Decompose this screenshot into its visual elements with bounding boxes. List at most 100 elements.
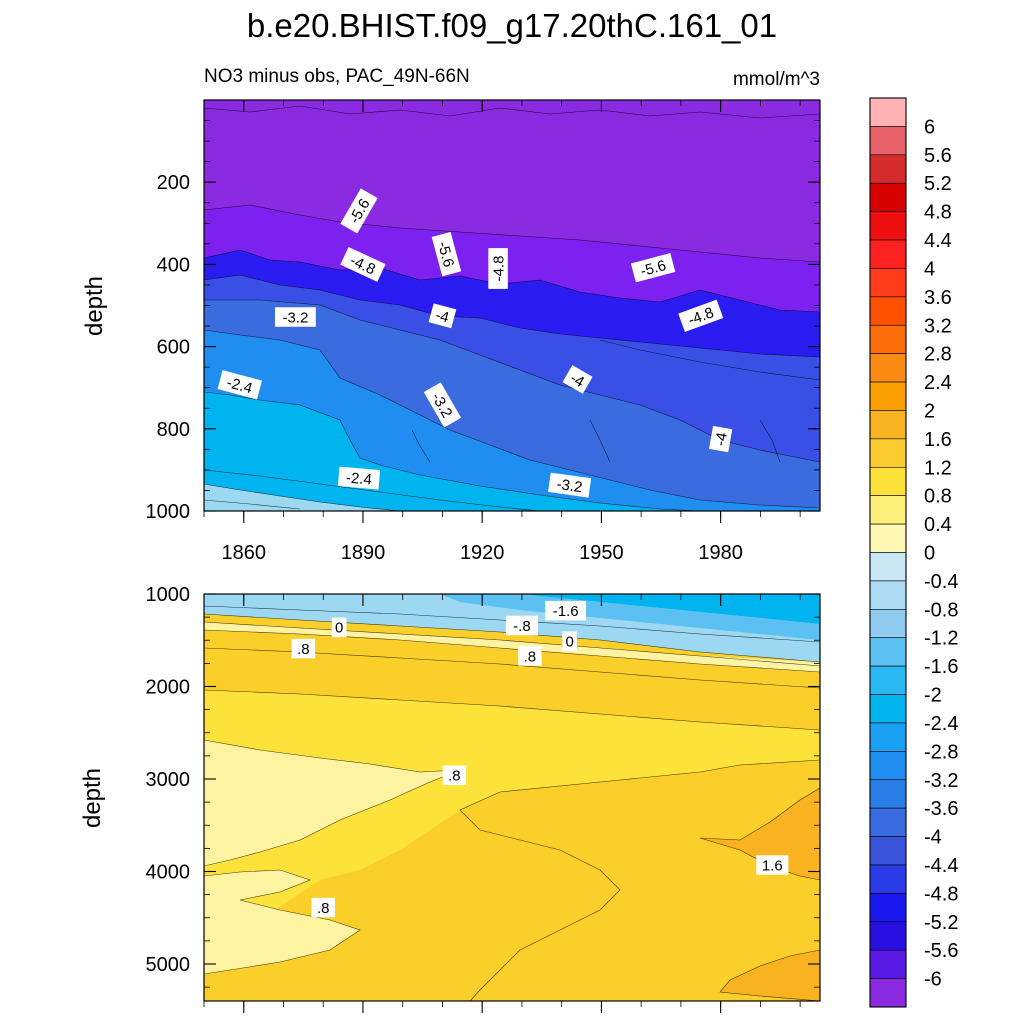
contour-label-box xyxy=(331,617,347,638)
upper-panel xyxy=(204,100,820,511)
colorbar-box xyxy=(869,665,907,695)
contour-label: 1.6 xyxy=(756,855,789,875)
colorbar-box xyxy=(869,552,907,582)
colorbar-label: -1.2 xyxy=(924,628,958,650)
contour-label-text: -5.6 xyxy=(639,257,668,280)
colorbar-box xyxy=(869,523,907,553)
contour-label-box xyxy=(340,188,378,234)
colorbar-label: -4 xyxy=(924,827,942,849)
contour-label: -3.2 xyxy=(548,472,592,498)
colorbar-label: -2.8 xyxy=(924,741,958,763)
contour-label: 0 xyxy=(331,617,347,638)
lower-panel xyxy=(204,594,820,1001)
contour-label-box xyxy=(423,382,462,428)
contour-label: -4 xyxy=(709,425,733,453)
colorbar-label: 4 xyxy=(924,258,935,280)
contour-label-text: 0 xyxy=(565,634,573,651)
contour-label-box xyxy=(548,472,592,498)
colorbar-box xyxy=(869,836,907,866)
colorbar-label: 5.6 xyxy=(924,145,952,167)
colorbar-box xyxy=(869,864,907,894)
colorbar-label: 2.8 xyxy=(924,344,952,366)
colorbar-box xyxy=(869,324,907,354)
ytick-label: 1000 xyxy=(146,584,191,606)
contour-label-text: -5.6 xyxy=(434,240,457,269)
xtick-label: 1890 xyxy=(341,542,386,564)
contour-label: -4 xyxy=(562,365,593,394)
colorbar-box xyxy=(869,410,907,440)
colorbar-label: 1.6 xyxy=(924,429,952,451)
ytick-label: 600 xyxy=(157,337,190,359)
ytick-label: 3000 xyxy=(146,769,191,791)
colorbar-box xyxy=(869,722,907,752)
contour-label-box xyxy=(311,897,335,918)
colorbar-label: -3.2 xyxy=(924,770,958,792)
ytick-label: 4000 xyxy=(146,862,191,884)
upper-ylabel: depth xyxy=(81,276,108,336)
colorbar-label: -6 xyxy=(924,969,942,991)
xtick-label: 1920 xyxy=(460,542,505,564)
contour-label-box xyxy=(709,425,733,453)
colorbar-label: 3.6 xyxy=(924,287,952,309)
contour-label-box xyxy=(518,646,542,666)
contour-label: -2.4 xyxy=(337,466,381,490)
contour-label-box xyxy=(275,307,316,327)
colorbar-label: 6 xyxy=(924,116,935,138)
contour-label-text: -2.4 xyxy=(225,374,254,397)
colorbar-box xyxy=(869,949,907,979)
colorbar-box xyxy=(869,126,907,156)
colorbar-box xyxy=(869,239,907,269)
colorbar-label: -2 xyxy=(924,685,942,707)
colorbar-label: -3.6 xyxy=(924,798,958,820)
contour-label-text: -3.2 xyxy=(282,309,308,326)
upper-contour-labels: -5.6-4.8 -5.6 -4.8 -5.6-4.8-3.2 -4-2.4-3.2-4… xyxy=(217,188,733,498)
colorbar-box xyxy=(869,381,907,411)
lower-contour-labels: 0 .8 -.8 -1.6 0 .8 .8 1.6 .8 xyxy=(291,600,789,918)
colorbar-box xyxy=(869,893,907,923)
colorbar-box xyxy=(869,779,907,809)
colorbar-label: -5.2 xyxy=(924,912,958,934)
contour-label: .8 xyxy=(518,646,542,666)
lower-band-pale-top xyxy=(204,622,820,672)
colorbar-label: -1.6 xyxy=(924,656,958,678)
lower-plot-frame xyxy=(203,593,821,1002)
colorbar-label: 5.2 xyxy=(924,173,952,195)
contour-label: -2.4 xyxy=(217,370,262,400)
contour-label-text: -4.8 xyxy=(490,256,507,282)
contour-label-box xyxy=(442,765,467,786)
contour-label: -3.2 xyxy=(275,307,316,327)
colorbar-box xyxy=(869,978,907,1008)
colorbar-box xyxy=(869,268,907,298)
contour-label-text: .8 xyxy=(448,768,461,785)
contour-label: .8 xyxy=(442,765,467,786)
ytick-label: 800 xyxy=(157,419,190,441)
ytick-label: 5000 xyxy=(146,954,191,976)
contour-label-box xyxy=(505,615,538,636)
colorbar-label: 2.4 xyxy=(924,372,952,394)
colorbar-label: -0.8 xyxy=(924,599,958,621)
lower-axes: 1000 2000 3000 4000 5000 xyxy=(146,584,820,1013)
contour-label-box xyxy=(630,252,676,283)
ytick-label: 400 xyxy=(157,254,190,276)
colorbar-box xyxy=(869,438,907,468)
colorbar-box xyxy=(869,154,907,184)
panel-subtitle: NO3 minus obs, PAC_49N-66N xyxy=(204,66,470,87)
xtick-label: 1860 xyxy=(221,542,266,564)
colorbar-frame xyxy=(869,97,907,1008)
lower-band-orange-wedge xyxy=(700,788,820,880)
contour-label-box xyxy=(337,466,381,490)
contour-label-box xyxy=(431,231,462,277)
lower-ylabel: depth xyxy=(79,768,106,828)
colorbar-box xyxy=(869,97,907,127)
contour-label: -4 xyxy=(428,303,457,329)
contour-label: .8 xyxy=(291,638,316,659)
colorbar: 6 5.6 5.2 4.8 4.4 4 3.6 3.2 2.8 2.4 2 1.6 1.2 0.8 0.4 0… xyxy=(869,97,958,1008)
contour-label-text: -.8 xyxy=(513,618,531,635)
colorbar-label: -4.4 xyxy=(924,855,958,877)
colorbar-label: 0.8 xyxy=(924,486,952,508)
lower-band-azure xyxy=(440,594,820,640)
colorbar-box xyxy=(869,182,907,212)
contour-label-box xyxy=(562,365,593,394)
lower-band-pale xyxy=(204,740,460,866)
